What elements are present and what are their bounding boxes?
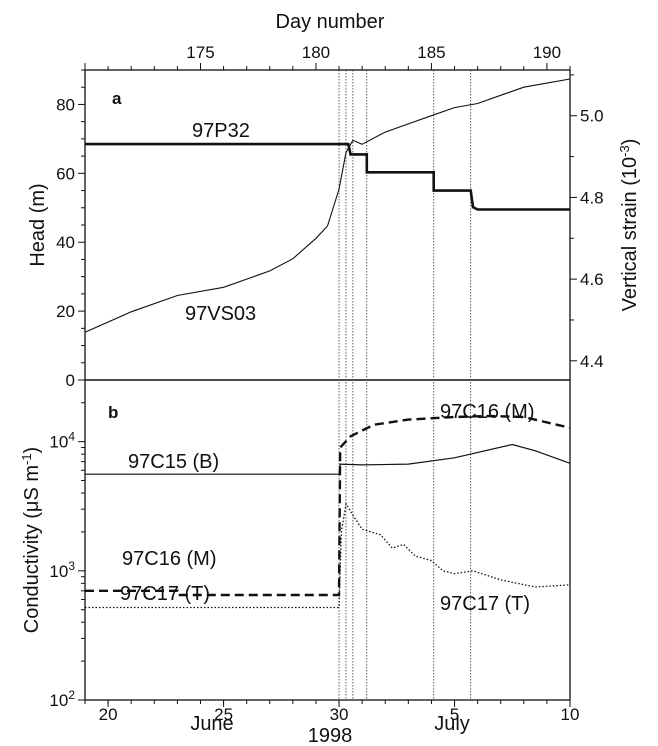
- y-left-tick-label-a: 0: [66, 371, 75, 390]
- y-left-label-b: Conductivity (μS m-1): [19, 447, 43, 633]
- y-left-tick-label-a: 80: [56, 95, 75, 114]
- month-label-july: July: [434, 713, 470, 735]
- series-label-97C17-bottom: 97C17 (T): [120, 583, 210, 605]
- series-label-97C16-top: 97C16 (M): [440, 401, 534, 423]
- series-97C16: [85, 414, 571, 597]
- y-right-label-a: Vertical strain (10-3): [617, 139, 641, 312]
- y-left-tick-label-a: 40: [56, 233, 75, 252]
- y-left-tick-label-a: 60: [56, 164, 75, 183]
- series-label-97C17-right: 97C17 (T): [440, 593, 530, 615]
- month-label-june: June: [190, 713, 233, 735]
- top-axis-label: Day number: [276, 11, 385, 33]
- series-label-97P32: 97P32: [192, 120, 250, 142]
- bottom-tick-label: 30: [330, 705, 349, 724]
- bottom-tick-label: 25: [214, 705, 233, 724]
- top-tick-label: 180: [302, 43, 330, 62]
- panel-b-frame: [84, 379, 571, 701]
- y-left-tick-label-b: 102: [49, 688, 75, 710]
- y-right-tick-label-a: 5.0: [580, 107, 604, 126]
- series-label-97VS03: 97VS03: [185, 303, 256, 325]
- y-left-tick-label-b: 103: [49, 559, 75, 581]
- y-left-label-a: Head (m): [27, 183, 49, 266]
- axis-ticks: 175 180 185 190 0 20 40 60 80 4.4 4.6 4.8 5.0 102 103 1…: [49, 43, 603, 724]
- y-right-tick-label-a: 4.6: [580, 270, 604, 289]
- year-label: 1998: [308, 725, 353, 746]
- series-lines: [84, 78, 571, 609]
- y-right-tick-label-a: 4.8: [580, 188, 604, 207]
- top-tick-label: 175: [186, 43, 214, 62]
- panel-a-label: a: [112, 89, 122, 108]
- bottom-tick-label: 5: [450, 705, 459, 724]
- y-left-tick-label-a: 20: [56, 302, 75, 321]
- panel-b-label: b: [108, 403, 118, 422]
- series-label-97C16-bottom: 97C16 (M): [122, 548, 216, 570]
- bottom-tick-label: 20: [99, 705, 118, 724]
- series-97C17: [85, 501, 571, 609]
- top-tick-label: 185: [417, 43, 445, 62]
- bottom-tick-label: 10: [561, 705, 580, 724]
- y-left-tick-label-b: 104: [49, 430, 75, 452]
- y-right-tick-label-a: 4.4: [580, 352, 604, 371]
- series-97P32: [85, 142, 570, 211]
- series-97VS03: [84, 78, 571, 333]
- series-label-97C15: 97C15 (B): [128, 451, 219, 473]
- top-tick-label: 190: [533, 43, 561, 62]
